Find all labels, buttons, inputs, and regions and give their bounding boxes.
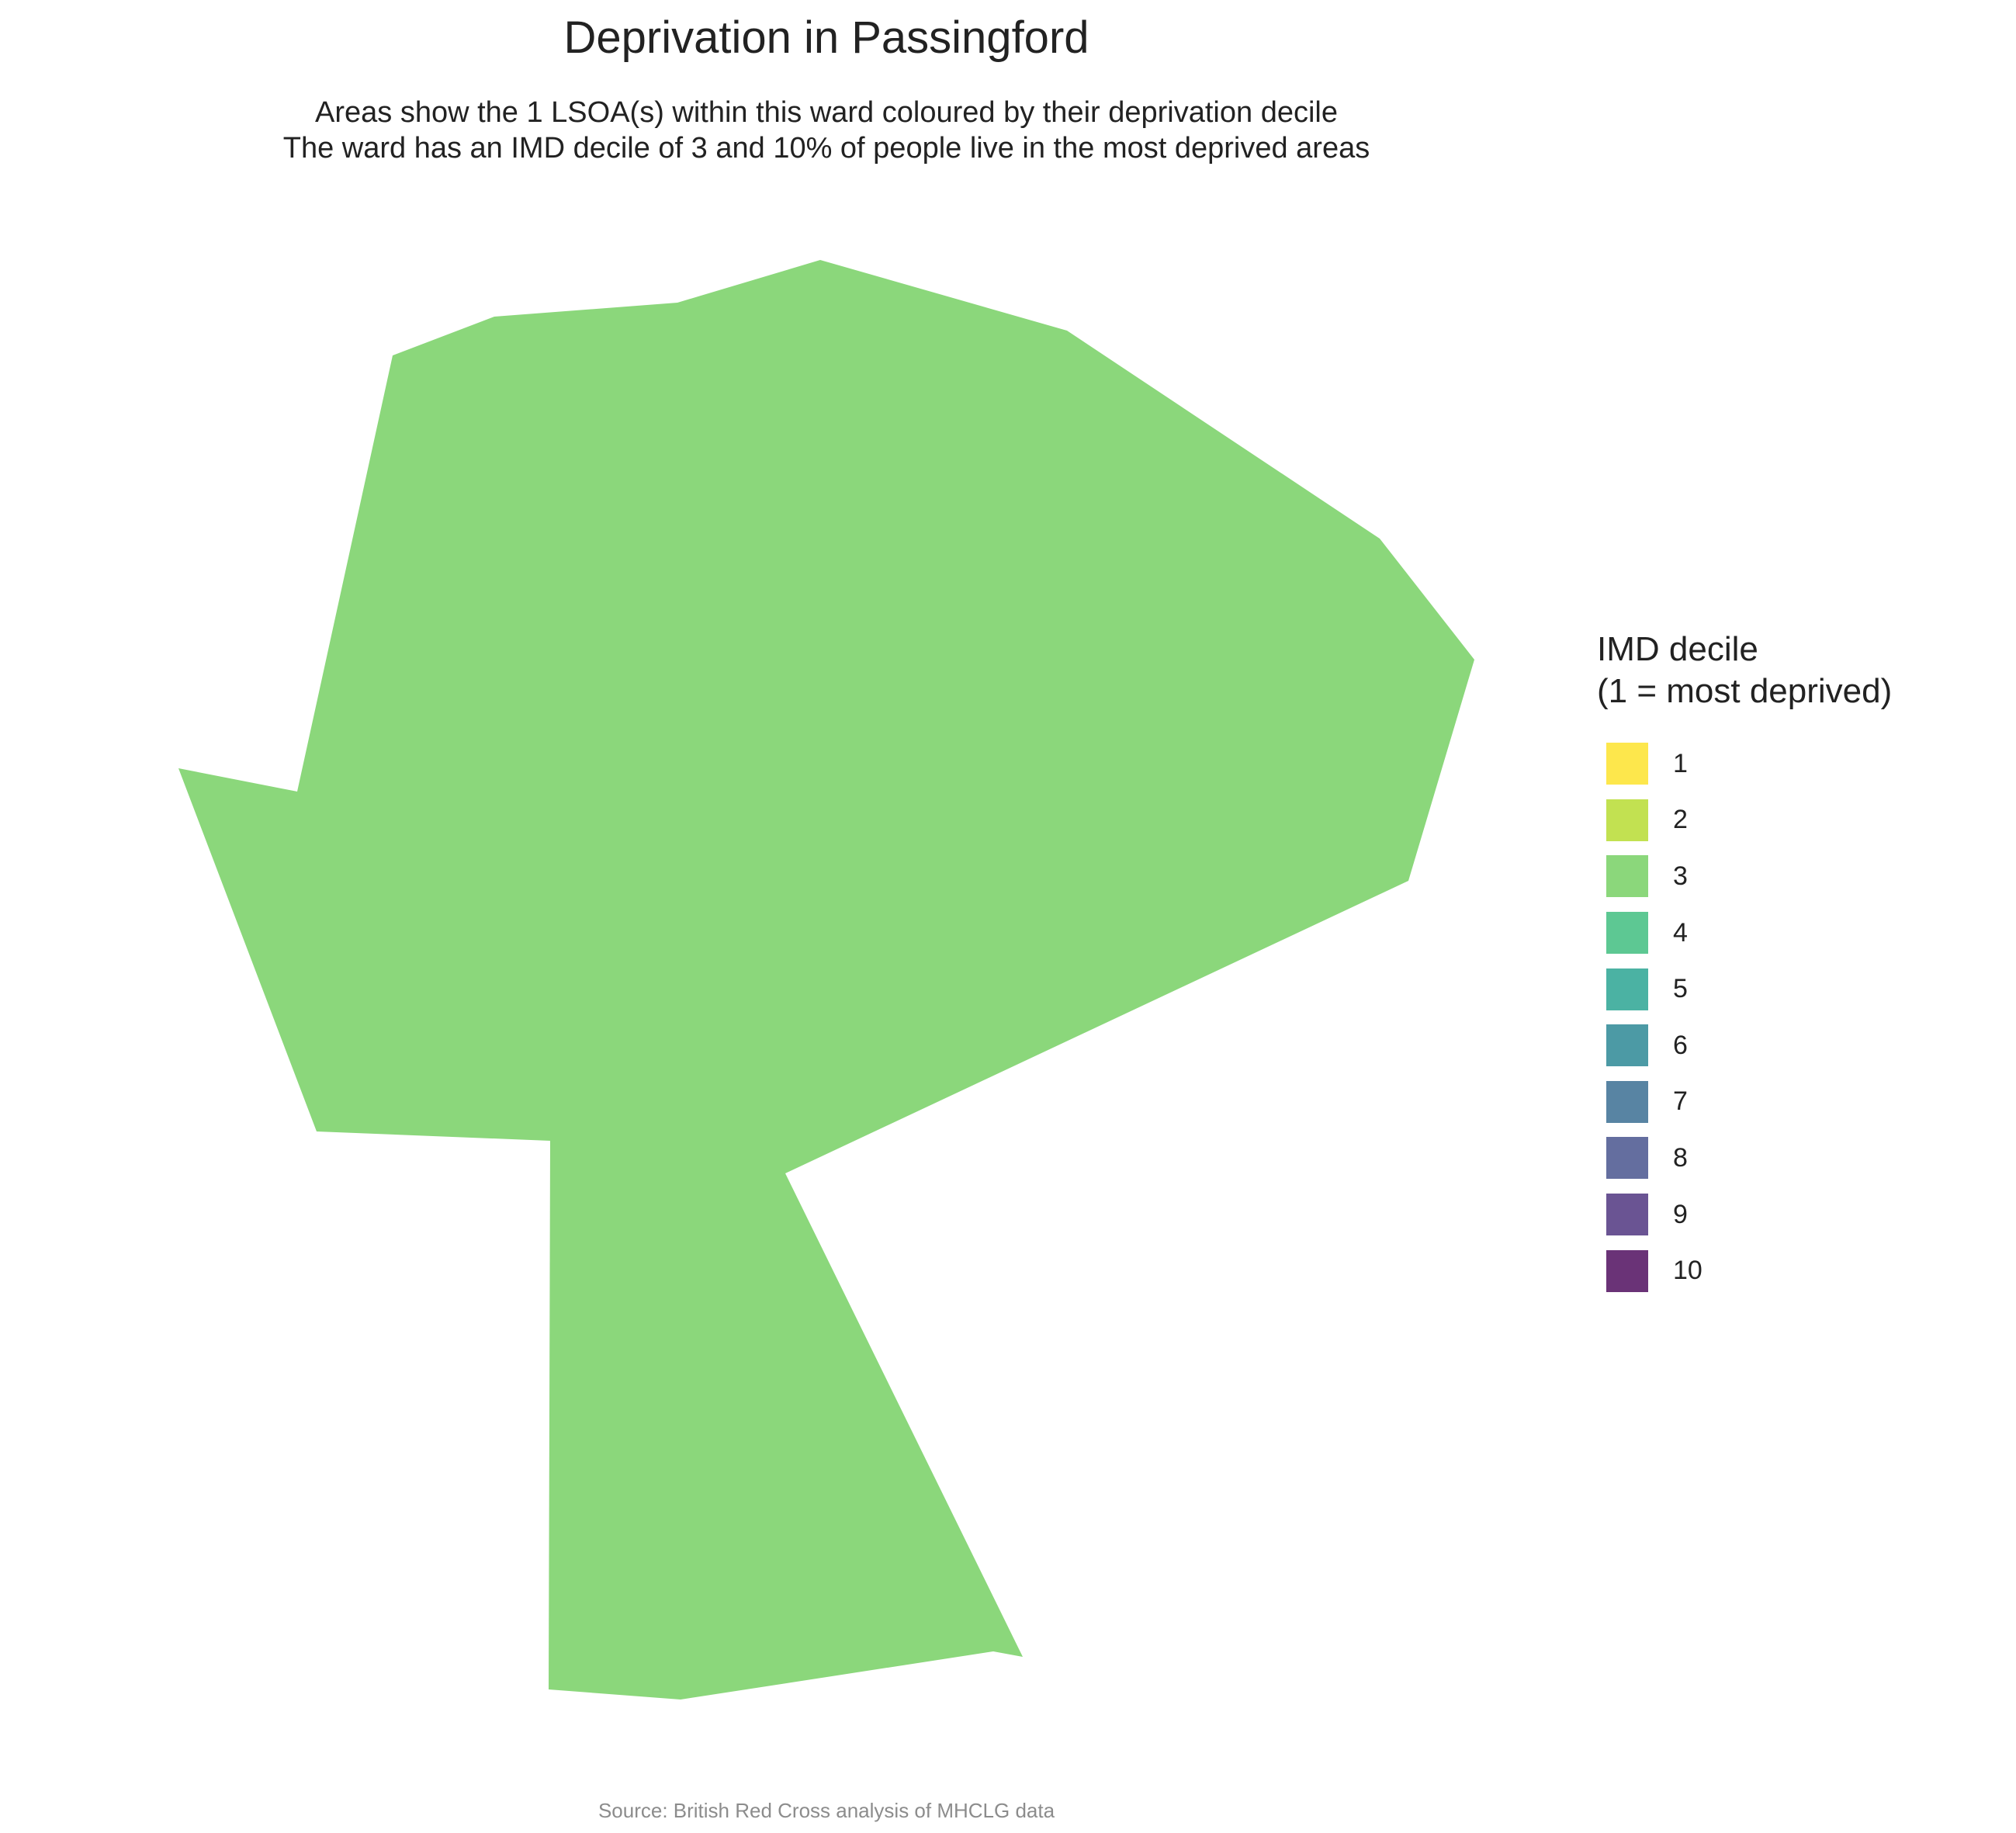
legend-item-4: 4 bbox=[1597, 905, 1892, 962]
legend-label: 4 bbox=[1673, 917, 1688, 948]
legend-swatch bbox=[1606, 799, 1648, 841]
legend-label: 7 bbox=[1673, 1086, 1688, 1117]
legend-title-line-2: (1 = most deprived) bbox=[1597, 672, 1893, 710]
map-subtitle-line-2: The ward has an IMD decile of 3 and 10% … bbox=[282, 132, 1370, 165]
legend-swatch bbox=[1606, 1194, 1648, 1236]
legend-label: 2 bbox=[1673, 805, 1688, 835]
legend-item-2: 2 bbox=[1597, 792, 1892, 849]
legend-swatch bbox=[1606, 1137, 1648, 1180]
legend-label: 3 bbox=[1673, 861, 1688, 891]
legend-item-7: 7 bbox=[1597, 1074, 1892, 1131]
legend-label: 5 bbox=[1673, 974, 1688, 1004]
legend-item-5: 5 bbox=[1597, 961, 1892, 1017]
legend-item-6: 6 bbox=[1597, 1017, 1892, 1074]
legend-item-10: 10 bbox=[1597, 1242, 1892, 1299]
legend-label: 6 bbox=[1673, 1030, 1688, 1060]
legend-label: 9 bbox=[1673, 1199, 1688, 1229]
legend-item-3: 3 bbox=[1597, 848, 1892, 905]
lsoa-area bbox=[178, 260, 1474, 1700]
legend-label: 10 bbox=[1673, 1256, 1703, 1286]
legend-label: 8 bbox=[1673, 1142, 1688, 1173]
legend-swatch bbox=[1606, 743, 1648, 785]
map-subtitle-line-1: Areas show the 1 LSOA(s) within this war… bbox=[315, 96, 1338, 129]
map-title: Deprivation in Passingford bbox=[563, 12, 1089, 63]
legend-swatch bbox=[1606, 1080, 1648, 1123]
source-caption: Source: British Red Cross analysis of MH… bbox=[598, 1799, 1055, 1822]
legend-title-line-1: IMD decile bbox=[1597, 630, 1758, 668]
legend-item-8: 8 bbox=[1597, 1130, 1892, 1187]
map-area bbox=[178, 260, 1474, 1700]
legend-swatch bbox=[1606, 968, 1648, 1010]
legend: IMD decile (1 = most deprived) 1 2 3 4 5 6 7 8 9… bbox=[1597, 629, 1892, 1299]
legend-swatch bbox=[1606, 1024, 1648, 1067]
legend-item-9: 9 bbox=[1597, 1187, 1892, 1243]
legend-items: 1 2 3 4 5 6 7 8 9 10 bbox=[1597, 736, 1892, 1299]
legend-item-1: 1 bbox=[1597, 736, 1892, 792]
legend-swatch bbox=[1606, 1249, 1648, 1292]
legend-swatch bbox=[1606, 855, 1648, 898]
legend-swatch bbox=[1606, 912, 1648, 955]
legend-label: 1 bbox=[1673, 748, 1688, 778]
